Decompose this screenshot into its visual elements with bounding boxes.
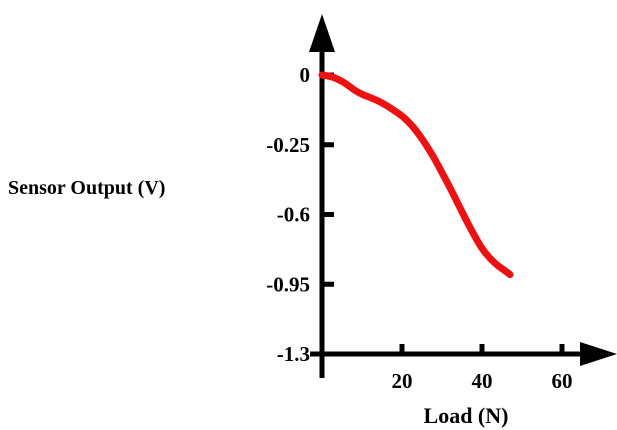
axes — [309, 14, 617, 378]
series-line-sensor-output — [318, 71, 514, 279]
y-tick-label: -0.25 — [266, 133, 310, 157]
x-tick-label: 20 — [392, 369, 413, 393]
y-tick-label: -0.95 — [266, 272, 310, 296]
y-tick-label: -0.6 — [277, 203, 310, 227]
x-tick-label: 40 — [472, 369, 493, 393]
x-tick-label: 60 — [552, 369, 573, 393]
y-axis-label: Sensor Output (V) — [8, 177, 165, 199]
x-axis-label: Load (N) — [424, 403, 509, 428]
y-tick-label: -1.3 — [277, 342, 310, 366]
x-ticks: 20 40 60 — [392, 344, 573, 393]
y-axis-arrow — [309, 14, 335, 52]
x-axis-arrow — [580, 342, 617, 366]
y-tick-label: 0 — [300, 63, 311, 87]
y-ticks: 0 -0.25 -0.6 -0.95 -1.3 — [266, 63, 334, 366]
